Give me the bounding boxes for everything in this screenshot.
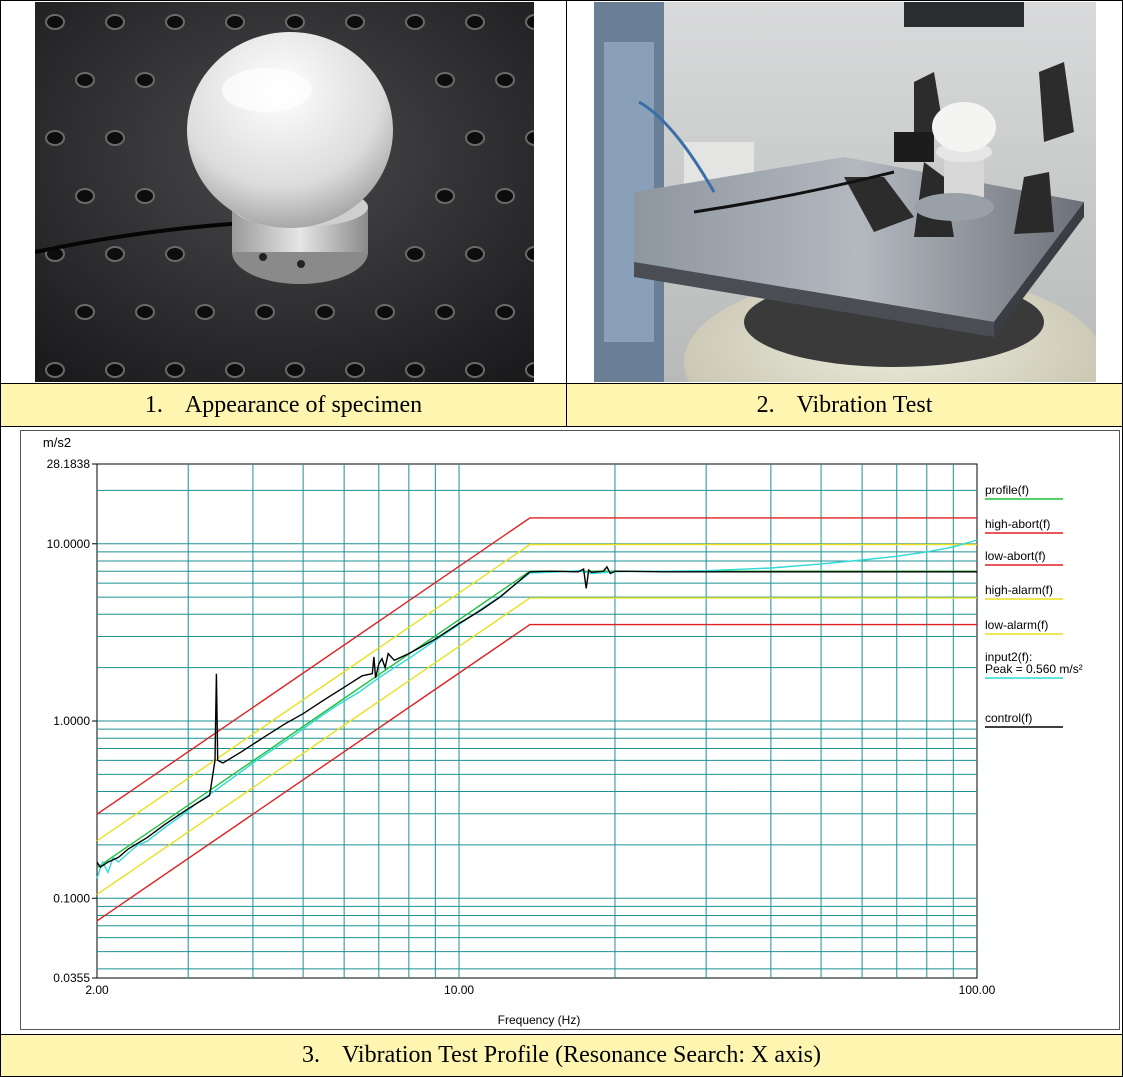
- specimen-photo-image: [35, 2, 534, 382]
- series-line-control-f: [96, 565, 977, 869]
- chart-frame: m/s2 Frequency (Hz) 0.0355 0.1000 1.0000 10…: [20, 430, 1120, 1030]
- y-tick-label: 10.0000: [47, 537, 91, 551]
- legend-label: low-abort(f): [985, 549, 1046, 563]
- legend-label: profile(f): [985, 483, 1029, 497]
- caption-text: Appearance of specimen: [184, 391, 423, 418]
- caption-number: 3.: [302, 1042, 321, 1068]
- series-line-low-abort-f: [96, 623, 977, 922]
- x-tick-label: 100.00: [959, 983, 996, 997]
- legend-label: high-alarm(f): [985, 583, 1053, 597]
- x-axis-label: Frequency (Hz): [498, 1013, 581, 1027]
- y-tick-label: 1.0000: [53, 714, 90, 728]
- series-line-high-abort-f: [96, 517, 977, 815]
- series-line-input2-f: [96, 539, 978, 879]
- photo-caption-2: 2. Vibration Test: [566, 383, 1123, 427]
- caption-number: 2.: [756, 391, 775, 418]
- legend-label: low-alarm(f): [985, 618, 1048, 632]
- legend-label: high-abort(f): [985, 517, 1050, 531]
- vibration-profile-chart: m/s2 Frequency (Hz) 0.0355 0.1000 1.0000 10…: [43, 435, 1083, 1027]
- caption-text: Vibration Test Profile (Resonance Search…: [342, 1042, 821, 1068]
- legend-label: control(f): [985, 711, 1032, 725]
- legend-label: input2(f):: [985, 650, 1032, 664]
- photo-caption-1: 1. Appearance of specimen: [0, 383, 567, 427]
- series-line-low-alarm-f: [96, 597, 977, 896]
- chart-caption: 3. Vibration Test Profile (Resonance Sea…: [0, 1034, 1123, 1077]
- series-line-high-alarm-f: [96, 543, 977, 842]
- y-tick-label: 0.0355: [53, 971, 90, 985]
- vibration-test-photo-image: [594, 2, 1096, 382]
- caption-text: Vibration Test: [796, 391, 933, 418]
- legend-peak-value: Peak = 0.560 m/s²: [985, 662, 1083, 676]
- caption-number: 1.: [144, 391, 163, 418]
- y-tick-label: 0.1000: [53, 891, 90, 905]
- series-line-profile-f: [96, 570, 977, 869]
- y-axis-unit-label: m/s2: [43, 435, 71, 450]
- specimen-photo: [35, 2, 534, 382]
- vibration-test-photo: [594, 2, 1096, 382]
- x-tick-label: 2.00: [85, 983, 109, 997]
- y-tick-label: 28.1838: [47, 457, 91, 471]
- x-tick-label: 10.00: [444, 983, 474, 997]
